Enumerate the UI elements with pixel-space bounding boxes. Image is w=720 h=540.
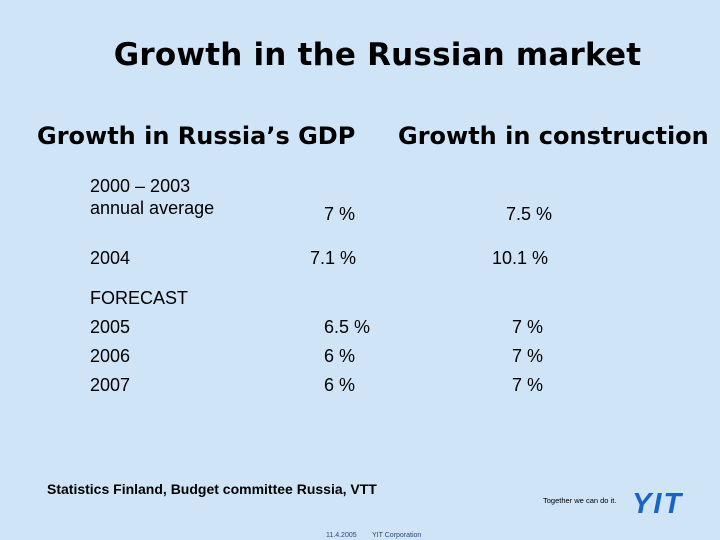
forecast-year-2006: 2006 [90, 346, 131, 366]
gdp-forecast-2006: 6 % [324, 346, 356, 366]
footer-company: YIT Corporation [372, 532, 422, 539]
gdp-value-2000-2003: 7 % [324, 204, 356, 224]
construction-forecast-2006: 7 % [512, 346, 544, 366]
source-note: Statistics Finland, Budget committee Rus… [47, 481, 377, 497]
forecast-year-2005: 2005 [90, 317, 131, 337]
row-label-2004: 2004 [90, 248, 131, 268]
slide-title: Growth in the Russian market [113, 37, 642, 73]
gdp-value-2004: 7.1 % [310, 248, 357, 268]
gdp-forecast-2005: 6.5 % [324, 317, 371, 337]
construction-value-2000-2003: 7.5 % [506, 204, 553, 224]
footer-date: 11.4.2005 [326, 532, 357, 539]
row-label-period-line2: annual average [90, 198, 215, 218]
forecast-label: FORECAST [90, 288, 189, 308]
construction-value-2004: 10.1 % [492, 248, 549, 268]
gdp-forecast-2007: 6 % [324, 375, 356, 395]
row-label-period-line1: 2000 – 2003 [90, 176, 191, 196]
construction-column-header: Growth in construction [398, 122, 709, 150]
construction-forecast-2005: 7 % [512, 317, 544, 337]
tagline: Together we can do it. [543, 496, 617, 505]
construction-forecast-2007: 7 % [512, 375, 544, 395]
gdp-column-header: Growth in Russia’s GDP [37, 122, 356, 150]
forecast-year-2007: 2007 [90, 375, 131, 395]
yit-logo: YIT [632, 488, 683, 516]
yit-logo-text: YIT [632, 488, 683, 516]
